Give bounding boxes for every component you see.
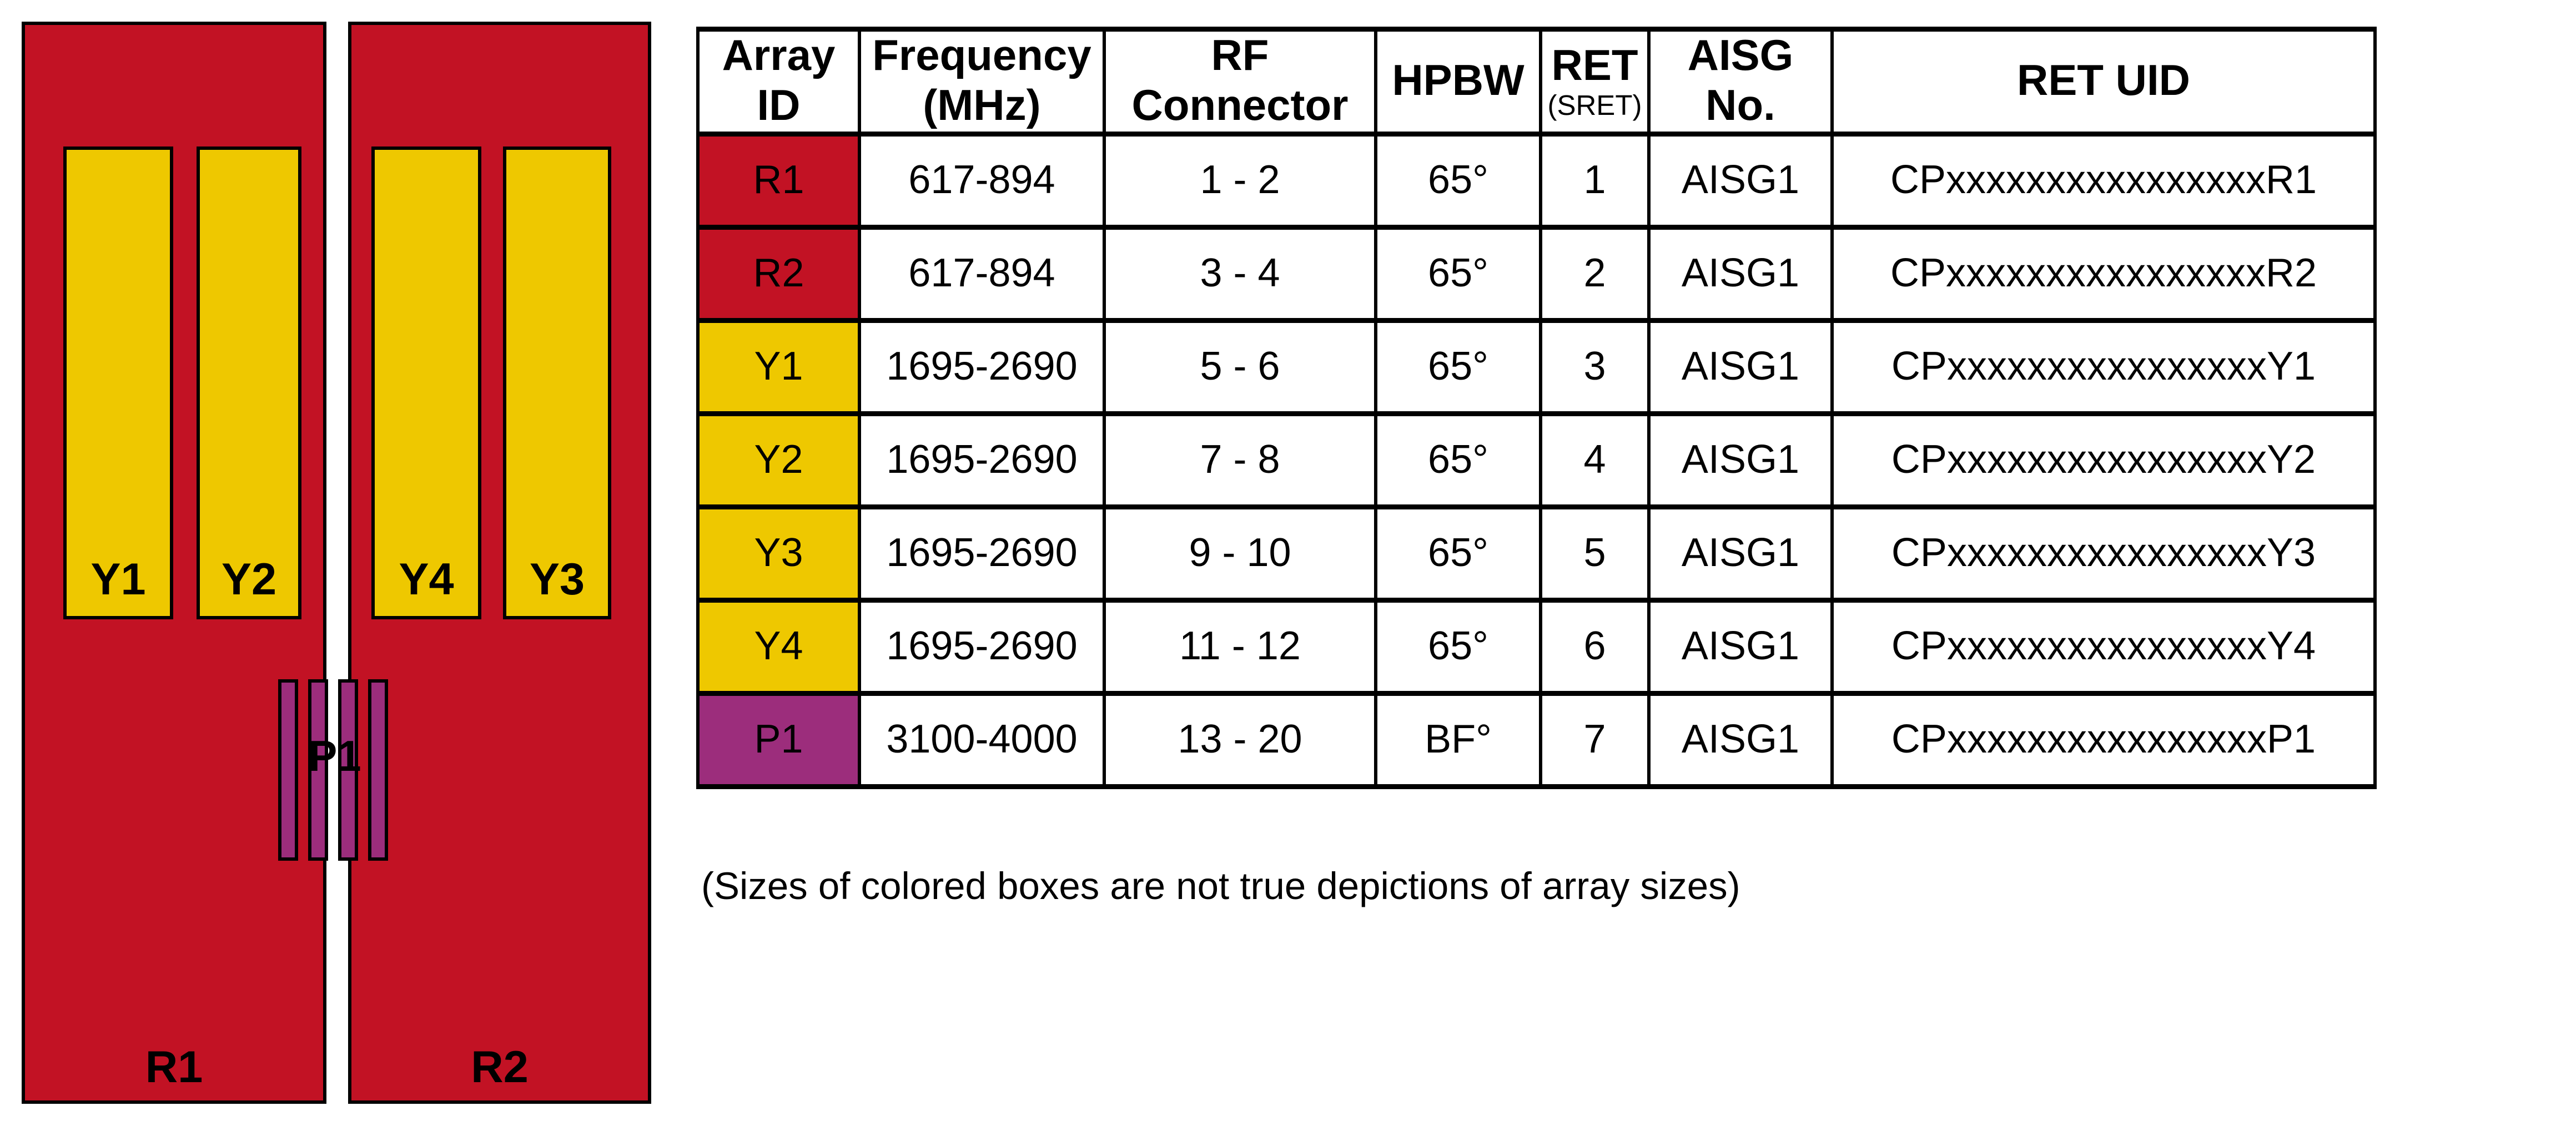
- cell-array-id: Y1: [696, 318, 861, 416]
- cell-hpbw: 65°: [1374, 504, 1542, 603]
- p1-array-bar: [308, 679, 328, 861]
- cell-ret-uid: CPxxxxxxxxxxxxxxxxY4: [1830, 598, 2377, 696]
- table-header: Array ID Frequency (MHz) RF Connector HPB…: [696, 27, 2377, 137]
- cell-ret-uid: CPxxxxxxxxxxxxxxxxY2: [1830, 411, 2377, 509]
- header-aisg-no: AISG No.: [1647, 27, 1834, 137]
- cell-frequency: 1695-2690: [858, 411, 1106, 509]
- size-disclaimer-note: (Sizes of colored boxes are not true dep…: [701, 864, 1740, 907]
- port-configuration-table: Array ID Frequency (MHz) RF Connector HPB…: [696, 27, 2377, 789]
- cell-ret-uid: CPxxxxxxxxxxxxxxxxY3: [1830, 504, 2377, 603]
- cell-hpbw: 65°: [1374, 318, 1542, 416]
- table-row: R1 617-894 1 - 2 65° 1 AISG1 CPxxxxxxxxx…: [696, 132, 2377, 230]
- cell-ret: 5: [1539, 504, 1651, 603]
- panel-r2-label: R2: [471, 1042, 529, 1092]
- cell-ret-uid: CPxxxxxxxxxxxxxxxxY1: [1830, 318, 2377, 416]
- cell-hpbw: 65°: [1374, 225, 1542, 323]
- cell-hpbw: 65°: [1374, 132, 1542, 230]
- table-body: R1 617-894 1 - 2 65° 1 AISG1 CPxxxxxxxxx…: [696, 132, 2377, 789]
- cell-aisg-no: AISG1: [1647, 691, 1834, 789]
- table-row: Y1 1695-2690 5 - 6 65° 3 AISG1 CPxxxxxxx…: [696, 318, 2377, 416]
- header-frequency: Frequency (MHz): [858, 27, 1106, 137]
- header-rf-connector: RF Connector: [1103, 27, 1377, 137]
- cell-frequency: 617-894: [858, 225, 1106, 323]
- cell-aisg-no: AISG1: [1647, 598, 1834, 696]
- array-box-y3-label: Y3: [529, 554, 585, 604]
- cell-ret-uid: CPxxxxxxxxxxxxxxxxR1: [1830, 132, 2377, 230]
- p1-array-label: P1: [308, 731, 361, 781]
- header-array-id: Array ID: [696, 27, 861, 137]
- header-hpbw: HPBW: [1374, 27, 1542, 137]
- cell-rf-connector: 7 - 8: [1103, 411, 1377, 509]
- cell-aisg-no: AISG1: [1647, 225, 1834, 323]
- cell-frequency: 1695-2690: [858, 598, 1106, 696]
- array-layout-diagram: R1 R2 Y1 Y2 Y4 Y3 P1: [0, 0, 666, 1120]
- cell-ret-uid: CPxxxxxxxxxxxxxxxxP1: [1830, 691, 2377, 789]
- table-row: R2 617-894 3 - 4 65° 2 AISG1 CPxxxxxxxxx…: [696, 225, 2377, 323]
- p1-array-bar: [368, 679, 388, 861]
- array-box-y4-label: Y4: [399, 554, 454, 604]
- cell-frequency: 3100-4000: [858, 691, 1106, 789]
- table-row: Y2 1695-2690 7 - 8 65° 4 AISG1 CPxxxxxxx…: [696, 411, 2377, 509]
- header-ret-uid: RET UID: [1830, 27, 2377, 137]
- table-row: P1 3100-4000 13 - 20 BF° 7 AISG1 CPxxxxx…: [696, 691, 2377, 789]
- header-ret-sret: RET (SRET): [1539, 27, 1651, 137]
- cell-frequency: 1695-2690: [858, 504, 1106, 603]
- header-row: Array ID Frequency (MHz) RF Connector HPB…: [696, 27, 2377, 137]
- cell-ret: 4: [1539, 411, 1651, 509]
- cell-ret: 1: [1539, 132, 1651, 230]
- panel-r1-label: R1: [145, 1042, 203, 1092]
- array-box-y2: Y2: [197, 147, 301, 619]
- cell-rf-connector: 1 - 2: [1103, 132, 1377, 230]
- table-row: Y3 1695-2690 9 - 10 65° 5 AISG1 CPxxxxxx…: [696, 504, 2377, 603]
- cell-array-id: Y4: [696, 598, 861, 696]
- cell-array-id: Y3: [696, 504, 861, 603]
- array-box-y3: Y3: [503, 147, 611, 619]
- p1-array-bar: [338, 679, 358, 861]
- cell-hpbw: BF°: [1374, 691, 1542, 789]
- cell-array-id: P1: [696, 691, 861, 789]
- cell-ret: 3: [1539, 318, 1651, 416]
- array-box-y4: Y4: [371, 147, 481, 619]
- cell-array-id: R2: [696, 225, 861, 323]
- cell-aisg-no: AISG1: [1647, 504, 1834, 603]
- cell-rf-connector: 11 - 12: [1103, 598, 1377, 696]
- cell-ret: 6: [1539, 598, 1651, 696]
- array-box-y1: Y1: [63, 147, 173, 619]
- cell-ret-uid: CPxxxxxxxxxxxxxxxxR2: [1830, 225, 2377, 323]
- cell-rf-connector: 5 - 6: [1103, 318, 1377, 416]
- cell-hpbw: 65°: [1374, 411, 1542, 509]
- array-box-y1-label: Y1: [90, 554, 146, 604]
- cell-rf-connector: 9 - 10: [1103, 504, 1377, 603]
- cell-ret: 7: [1539, 691, 1651, 789]
- cell-rf-connector: 3 - 4: [1103, 225, 1377, 323]
- cell-frequency: 1695-2690: [858, 318, 1106, 416]
- p1-array-bar: [278, 679, 298, 861]
- cell-ret: 2: [1539, 225, 1651, 323]
- table-row: Y4 1695-2690 11 - 12 65° 6 AISG1 CPxxxxx…: [696, 598, 2377, 696]
- cell-aisg-no: AISG1: [1647, 411, 1834, 509]
- cell-aisg-no: AISG1: [1647, 318, 1834, 416]
- cell-rf-connector: 13 - 20: [1103, 691, 1377, 789]
- cell-aisg-no: AISG1: [1647, 132, 1834, 230]
- cell-array-id: R1: [696, 132, 861, 230]
- cell-hpbw: 65°: [1374, 598, 1542, 696]
- array-box-y2-label: Y2: [221, 554, 277, 604]
- cell-frequency: 617-894: [858, 132, 1106, 230]
- cell-array-id: Y2: [696, 411, 861, 509]
